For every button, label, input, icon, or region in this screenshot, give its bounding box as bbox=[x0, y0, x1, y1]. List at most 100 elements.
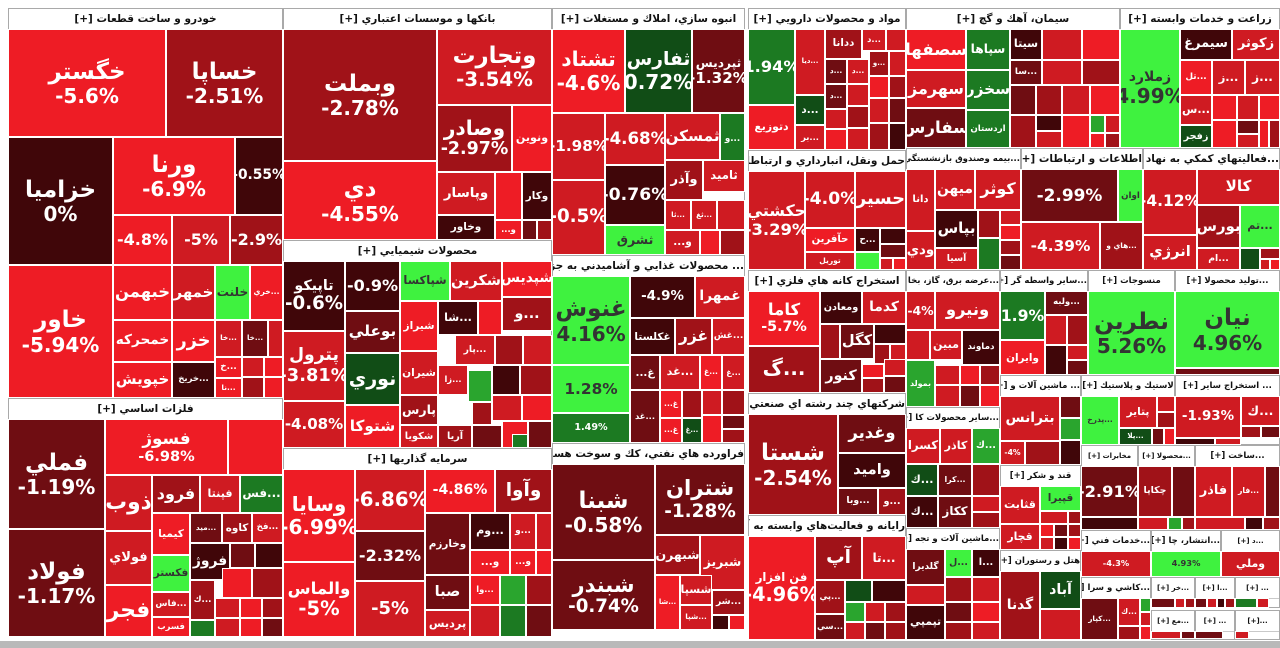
treemap-tile[interactable] bbox=[536, 550, 552, 575]
treemap-tile-unlabeled[interactable] bbox=[869, 76, 889, 98]
treemap-tile-unlabeled[interactable]: -4.68% bbox=[605, 113, 665, 165]
sector-header[interactable]: ... [+] bbox=[1196, 611, 1234, 632]
treemap-tile-unlabeled[interactable] bbox=[242, 377, 264, 398]
treemap-tile-unlabeled[interactable] bbox=[242, 357, 264, 377]
treemap-tile-unlabeled[interactable] bbox=[906, 585, 945, 605]
treemap-tile[interactable]: شتران -1.28% bbox=[655, 464, 745, 535]
sector-header[interactable]: قند و شكر [+] bbox=[1001, 466, 1080, 487]
treemap-tile-unlabeled[interactable]: -0.76% bbox=[605, 165, 665, 225]
treemap-tile-unlabeled[interactable] bbox=[980, 365, 1000, 385]
treemap-tile[interactable]: ...غد bbox=[660, 355, 700, 390]
treemap-tile-unlabeled[interactable] bbox=[889, 76, 906, 98]
treemap-tile-unlabeled[interactable] bbox=[1000, 225, 1021, 240]
treemap-tile[interactable]: قچار bbox=[1000, 524, 1040, 550]
treemap-tile-unlabeled[interactable] bbox=[1212, 120, 1237, 148]
treemap-tile-unlabeled[interactable] bbox=[1040, 524, 1054, 537]
treemap-tile-unlabeled[interactable] bbox=[978, 238, 1000, 270]
treemap-tile-unlabeled[interactable] bbox=[884, 359, 906, 376]
treemap-tile[interactable]: كسرا bbox=[906, 428, 940, 464]
treemap-tile-unlabeled[interactable] bbox=[252, 568, 283, 598]
treemap-tile-unlabeled[interactable] bbox=[1081, 517, 1138, 530]
treemap-tile-unlabeled[interactable] bbox=[865, 622, 885, 640]
treemap-tile-unlabeled[interactable] bbox=[702, 415, 722, 443]
treemap-tile[interactable]: ...ك bbox=[906, 464, 938, 496]
treemap-tile[interactable]: ثفارس 0.72% bbox=[625, 29, 692, 113]
treemap-tile[interactable]: وخارزم bbox=[425, 513, 470, 575]
treemap-tile[interactable]: ثشرق bbox=[605, 225, 665, 255]
treemap-tile[interactable]: ...و bbox=[720, 113, 745, 165]
treemap-tile-unlabeled[interactable]: -6.86% bbox=[355, 469, 425, 531]
treemap-tile[interactable]: ...د bbox=[862, 29, 886, 51]
treemap-tile-unlabeled[interactable] bbox=[468, 370, 492, 402]
treemap-tile[interactable]: آپ bbox=[815, 536, 862, 580]
treemap-tile[interactable]: دماوند bbox=[962, 330, 1000, 365]
treemap-tile[interactable]: ددانا bbox=[825, 29, 862, 59]
treemap-tile[interactable]: نيان 4.96% bbox=[1175, 291, 1280, 368]
treemap-tile[interactable]: ككاز bbox=[938, 496, 972, 528]
treemap-tile[interactable]: فسرب bbox=[152, 617, 190, 637]
treemap-tile[interactable]: خساپا -2.51% bbox=[166, 29, 283, 137]
treemap-tile[interactable]: شپاكسا bbox=[400, 261, 450, 301]
treemap-tile[interactable]: ...خريخ bbox=[172, 362, 215, 398]
treemap-tile-unlabeled[interactable] bbox=[1036, 131, 1062, 148]
sector-header[interactable]: ...بيمه وصندوق بازنشستگي [+] bbox=[907, 149, 1020, 170]
treemap-tile[interactable]: وكار bbox=[522, 172, 552, 220]
treemap-tile[interactable]: شيراز bbox=[400, 301, 438, 351]
treemap-tile[interactable]: سخزر bbox=[966, 70, 1010, 110]
treemap-tile[interactable]: و... bbox=[510, 550, 536, 575]
treemap-tile[interactable]: ...ام bbox=[1197, 248, 1240, 270]
treemap-tile-unlabeled[interactable]: -4% bbox=[1000, 441, 1025, 465]
treemap-tile[interactable]: ...پار bbox=[455, 335, 495, 365]
treemap-tile-unlabeled[interactable]: -4.0% bbox=[805, 171, 855, 228]
treemap-tile[interactable]: واميد bbox=[838, 453, 906, 488]
sector-header[interactable]: ...ساير واسطه گر [+] bbox=[1001, 271, 1087, 292]
sector-header[interactable]: بانكها و موسسات اعتباري [+] bbox=[284, 9, 551, 30]
treemap-tile-unlabeled[interactable] bbox=[885, 602, 906, 622]
treemap-tile-unlabeled[interactable] bbox=[537, 220, 552, 240]
treemap-tile[interactable]: گلديرا bbox=[906, 549, 945, 585]
treemap-tile[interactable]: ...ا bbox=[972, 549, 1000, 577]
sector-header[interactable]: منسوجات [+] bbox=[1089, 271, 1174, 292]
treemap-tile[interactable]: ...تا bbox=[862, 536, 906, 580]
treemap-tile-unlabeled[interactable] bbox=[1261, 426, 1280, 438]
treemap-tile[interactable]: ...و bbox=[869, 51, 889, 76]
treemap-tile-unlabeled[interactable] bbox=[712, 615, 729, 630]
treemap-tile-unlabeled[interactable] bbox=[1168, 517, 1182, 530]
treemap-tile[interactable]: كاذر bbox=[940, 428, 972, 464]
treemap-tile-unlabeled[interactable] bbox=[972, 577, 1000, 602]
treemap-tile-unlabeled[interactable]: -4.12% bbox=[1143, 169, 1197, 235]
treemap-tile[interactable]: خزر bbox=[172, 320, 215, 362]
treemap-tile-unlabeled[interactable] bbox=[972, 602, 1000, 622]
treemap-tile[interactable]: ورنا -6.9% bbox=[113, 137, 235, 215]
treemap-tile[interactable]: وپاسار bbox=[437, 172, 495, 215]
treemap-tile[interactable] bbox=[1040, 511, 1068, 524]
treemap-tile[interactable]: سهرمز bbox=[906, 70, 966, 108]
treemap-tile-unlabeled[interactable] bbox=[862, 364, 884, 378]
treemap-tile[interactable]: ...هاي و bbox=[1100, 222, 1143, 270]
treemap-tile-unlabeled[interactable] bbox=[262, 598, 283, 618]
treemap-tile-unlabeled[interactable] bbox=[478, 301, 502, 335]
treemap-tile-unlabeled[interactable] bbox=[1195, 598, 1207, 608]
treemap-tile-unlabeled[interactable] bbox=[1237, 134, 1259, 148]
treemap-tile[interactable]: غ... bbox=[660, 418, 682, 443]
treemap-tile-unlabeled[interactable] bbox=[1090, 115, 1105, 133]
treemap-tile-unlabeled[interactable] bbox=[1195, 517, 1245, 530]
treemap-tile[interactable]: وغدير bbox=[838, 414, 906, 453]
treemap-tile[interactable]: والماس -5% bbox=[283, 562, 355, 637]
treemap-tile-unlabeled[interactable] bbox=[472, 425, 502, 448]
treemap-tile-unlabeled[interactable] bbox=[472, 402, 492, 425]
sector-header[interactable]: ...خدمات فني [+] bbox=[1082, 531, 1150, 552]
treemap-tile-unlabeled[interactable] bbox=[869, 98, 889, 123]
treemap-tile-unlabeled[interactable] bbox=[1042, 29, 1082, 60]
treemap-tile[interactable]: شتوكا bbox=[345, 405, 400, 448]
treemap-tile[interactable]: ...غ bbox=[700, 355, 722, 390]
treemap-tile[interactable]: پترول-3.81% bbox=[283, 331, 345, 401]
treemap-tile-unlabeled[interactable] bbox=[889, 98, 906, 123]
treemap-tile[interactable]: ...زا bbox=[438, 365, 468, 395]
treemap-tile[interactable]: و... bbox=[495, 220, 522, 240]
treemap-tile[interactable] bbox=[717, 200, 745, 230]
treemap-tile[interactable]: ...ثا bbox=[665, 200, 691, 230]
treemap-tile-unlabeled[interactable] bbox=[1259, 95, 1280, 120]
treemap-tile-unlabeled[interactable] bbox=[1138, 517, 1168, 530]
treemap-tile-unlabeled[interactable]: -1.98% bbox=[552, 113, 605, 180]
